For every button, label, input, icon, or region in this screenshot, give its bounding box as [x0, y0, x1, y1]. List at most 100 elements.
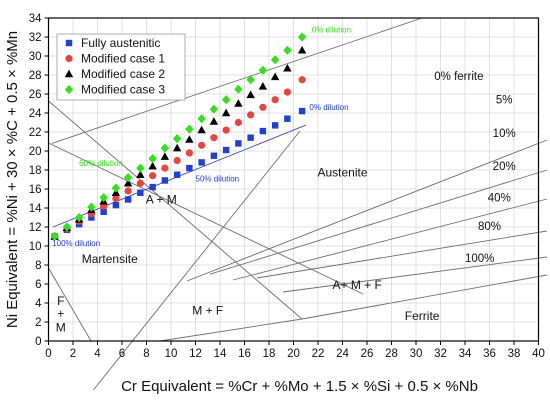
x-tick-label: 20	[287, 348, 300, 360]
data-point-series-1	[124, 196, 132, 203]
x-tick-label: 28	[385, 348, 398, 360]
y-tick-label: 14	[29, 203, 42, 215]
data-point-series-1	[259, 127, 267, 135]
x-tick-label: 14	[214, 348, 227, 360]
data-point-series-4	[99, 192, 108, 203]
legend-box	[56, 33, 186, 101]
data-point-series-4	[123, 173, 133, 183]
ferrite-line-40	[232, 198, 548, 281]
data-point-series-4	[185, 124, 194, 134]
legend-label: Modified case 1	[81, 52, 165, 66]
dilution-label: 60% dilution	[79, 159, 123, 168]
region-label: M + F	[192, 303, 223, 317]
region-label: M	[56, 321, 66, 335]
y-tick-label: 6	[35, 279, 41, 291]
y-tick-label: 20	[29, 146, 42, 158]
x-tick-label: 38	[508, 348, 521, 360]
region-label: +	[57, 306, 64, 320]
y-tick-label: 30	[29, 51, 42, 63]
ferrite-label: 80%	[478, 221, 501, 233]
y-tick-label: 8	[35, 260, 41, 272]
data-point-series-3	[234, 99, 243, 107]
y-tick-label: 34	[29, 13, 42, 25]
dilution-label: 0% dilution	[309, 103, 348, 112]
region-label: F	[57, 294, 64, 308]
y-tick-label: 26	[29, 89, 42, 101]
y-tick-label: 16	[29, 184, 42, 196]
x-tick-label: 22	[312, 348, 325, 360]
martensite-boundary-lower	[159, 318, 303, 342]
x-tick-label: 24	[336, 348, 349, 360]
y-tick-label: 4	[35, 298, 42, 310]
ferrite-label: 20%	[493, 161, 516, 173]
y-axis-label: Ni Equivalent = %Ni + 30 × %C + 0.5 × %M…	[4, 31, 21, 328]
ferrite-line-100	[282, 256, 548, 293]
y-tick-label: 24	[29, 108, 42, 120]
data-point-series-4	[50, 231, 59, 242]
ferrite-label: 100%	[465, 253, 494, 265]
data-point-series-2	[185, 149, 193, 157]
data-point-series-1	[161, 177, 169, 184]
phase-boundary-lines	[48, 17, 548, 391]
data-point-series-2	[198, 141, 206, 149]
data-point-series-2	[173, 156, 181, 165]
data-point-series-2	[247, 111, 255, 119]
data-point-series-2	[283, 88, 291, 96]
legend-label: Fully austenitic	[81, 36, 160, 50]
data-point-series-2	[149, 172, 157, 180]
data-point-series-3	[136, 170, 145, 178]
axes: 0 2 4 6 8 10 12 14 16 18 20 22 24 26 28 30 32 34 36 38 40024…	[4, 13, 545, 395]
fm-boundary	[48, 267, 92, 342]
data-point-series-4	[258, 65, 268, 75]
ferrite-label: 0% ferrite	[434, 71, 483, 83]
data-point-series-2	[124, 187, 132, 195]
data-point-series-3	[185, 135, 194, 143]
region-label: Ferrite	[405, 309, 440, 323]
data-point-series-3	[160, 152, 170, 160]
martensite-boundary-upper	[48, 100, 303, 320]
data-point-series-4	[148, 154, 157, 164]
x-tick-label: 18	[263, 348, 276, 360]
data-point-series-3	[123, 178, 133, 187]
region-label: A+ M + F	[333, 278, 382, 292]
y-tick-label: 32	[29, 32, 42, 44]
y-tick-label: 18	[29, 165, 42, 177]
data-point-series-3	[270, 72, 280, 81]
data-point-series-1	[247, 134, 254, 141]
x-tick-label: 30	[410, 348, 423, 360]
martensite-boundary-mid	[48, 142, 364, 295]
data-point-series-3	[283, 63, 292, 72]
x-tick-label: 10	[165, 348, 178, 360]
y-tick-label: 12	[29, 222, 42, 234]
data-point-series-1	[100, 208, 107, 215]
data-point-series-3	[246, 90, 255, 99]
x-axis-label: Cr Equivalent = %Cr + %Mo + 1.5 × %Si + …	[121, 378, 478, 395]
x-tick-label: 34	[459, 348, 472, 360]
data-point-series-1	[271, 122, 279, 129]
x-tick-label: 8	[143, 348, 149, 360]
ferrite-line-5	[51, 17, 423, 144]
data-point-series-1	[137, 189, 144, 196]
data-point-series-4	[209, 104, 219, 114]
legend-marker	[64, 84, 74, 95]
data-point-series-4	[270, 55, 280, 65]
data-point-series-4	[172, 134, 182, 144]
region-label: A + M	[146, 192, 177, 206]
data-point-series-4	[160, 143, 170, 153]
region-label: Austenite	[317, 166, 367, 180]
legend-marker	[65, 54, 73, 63]
x-tick-label: 32	[434, 348, 447, 360]
data-point-series-4	[62, 222, 72, 232]
x-tick-label: 2	[70, 348, 76, 360]
dilution-label: 0% dilution	[312, 25, 351, 34]
x-tick-label: 36	[483, 348, 496, 360]
dilution-label: 50% dilution	[196, 174, 240, 183]
data-point-series-3	[172, 143, 182, 152]
data-point-series-4	[297, 32, 307, 42]
data-point-series-2	[234, 118, 242, 127]
x-tick-label: 0	[45, 348, 51, 360]
ferrite-boundary	[301, 274, 548, 320]
legend-label: Modified case 3	[81, 83, 165, 97]
ferrite-line-0	[93, 130, 301, 391]
